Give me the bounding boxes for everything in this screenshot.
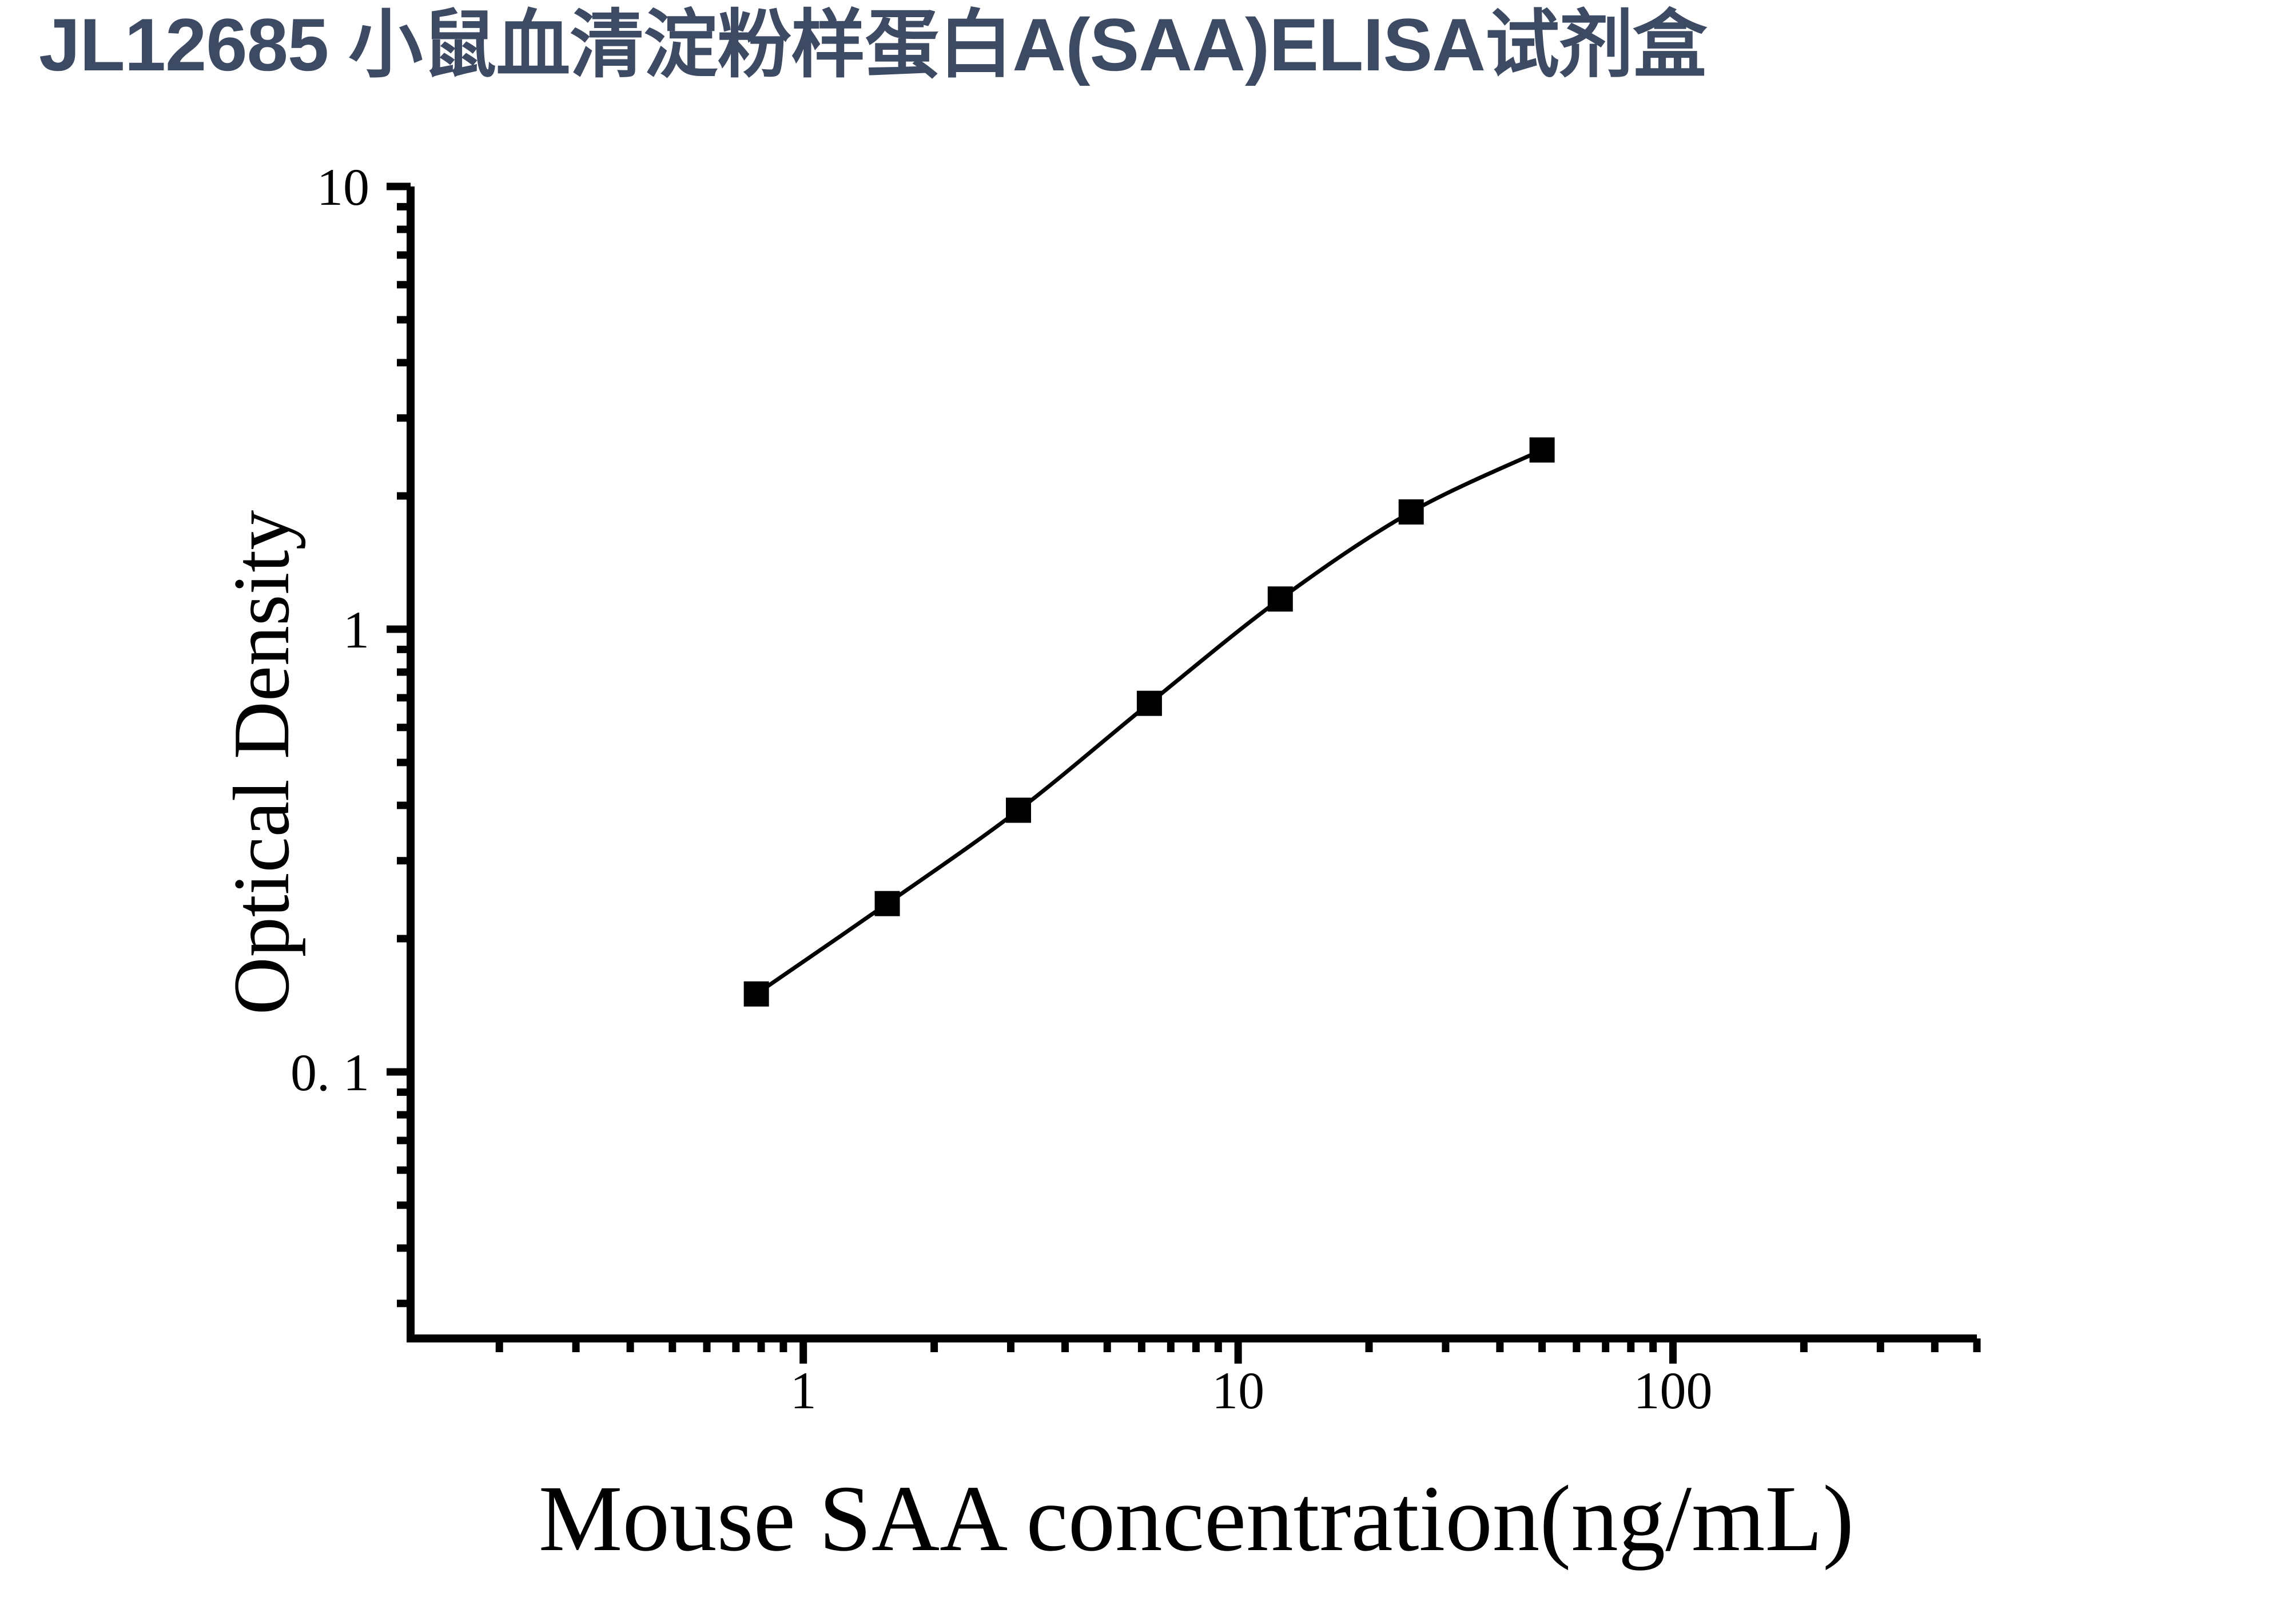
- y-tick-label: 0. 1: [291, 1043, 369, 1102]
- fit-curve: [755, 448, 1543, 996]
- x-axis-title: Mouse SAA concentration(ng/mL): [539, 1466, 1854, 1571]
- data-series: [743, 437, 1555, 1007]
- axes: [407, 186, 1977, 1342]
- axis-spines: [407, 186, 1977, 1342]
- axis-ticks: [387, 182, 1981, 1364]
- data-point-marker: [874, 891, 900, 916]
- axis-tick-labels: 10 1 0. 1 1 10 100: [291, 158, 1713, 1420]
- data-point-marker: [1005, 797, 1031, 823]
- y-axis-title: Optical Density: [217, 510, 306, 1015]
- y-tick-label: 1: [343, 601, 369, 659]
- x-tick-label: 100: [1634, 1361, 1713, 1420]
- data-point-marker: [1398, 499, 1424, 525]
- y-tick-label: 10: [317, 158, 369, 216]
- data-point-marker: [1267, 586, 1293, 612]
- data-point-marker: [743, 981, 769, 1007]
- x-tick-label: 10: [1212, 1361, 1264, 1420]
- x-tick-label: 1: [790, 1361, 817, 1420]
- data-point-marker: [1529, 437, 1555, 463]
- data-point-marker: [1136, 690, 1162, 716]
- chart-title: JL12685 小鼠血清淀粉样蛋白A(SAA)ELISA试剂盒: [39, 3, 1707, 86]
